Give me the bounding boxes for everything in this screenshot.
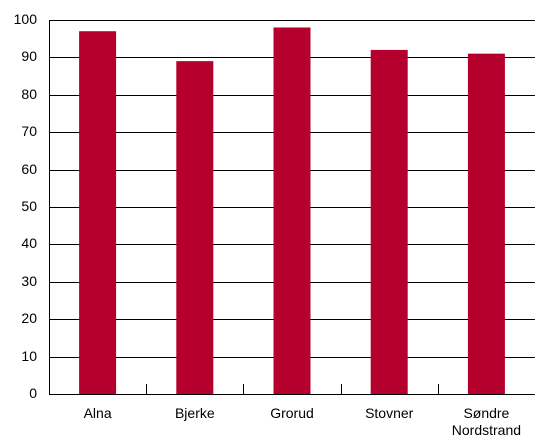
- category-label-line: Stovner: [365, 405, 414, 421]
- y-tick-label: 80: [21, 86, 37, 102]
- y-tick-label: 70: [21, 123, 37, 139]
- category-label-line: Søndre: [463, 405, 509, 421]
- y-axis-tick-labels: 0 10 20 30 40 50 60 70 80 90 100: [14, 11, 38, 401]
- axes: [49, 20, 535, 395]
- bar: [176, 61, 214, 394]
- y-tick-label: 20: [21, 310, 37, 326]
- bar: [370, 49, 408, 395]
- category-label: Stovner: [365, 405, 414, 421]
- y-tick-label: 30: [21, 273, 37, 289]
- y-tick-label: 40: [21, 235, 37, 251]
- category-label: Bjerke: [175, 405, 215, 421]
- y-tick-label: 60: [21, 161, 37, 177]
- category-label: Søndre Nordstrand: [452, 405, 521, 436]
- y-tick-label: 90: [21, 48, 37, 64]
- category-label: Alna: [84, 405, 112, 421]
- category-label: Grorud: [270, 405, 314, 421]
- x-axis-category-labels: Alna Bjerke Grorud Stovner Søndre Nordstrand: [84, 405, 521, 436]
- y-tick-label: 50: [21, 198, 37, 214]
- y-tick-label: 10: [21, 348, 37, 364]
- category-label-line: Grorud: [270, 405, 314, 421]
- bar: [79, 31, 117, 394]
- bars: [79, 27, 505, 395]
- y-tick-label: 0: [29, 385, 37, 401]
- category-label-line: Bjerke: [175, 405, 215, 421]
- bar: [273, 27, 311, 394]
- category-label-line: Nordstrand: [452, 422, 521, 436]
- category-label-line: Alna: [84, 405, 112, 421]
- bar: [467, 53, 505, 394]
- y-tick-label: 100: [14, 11, 38, 27]
